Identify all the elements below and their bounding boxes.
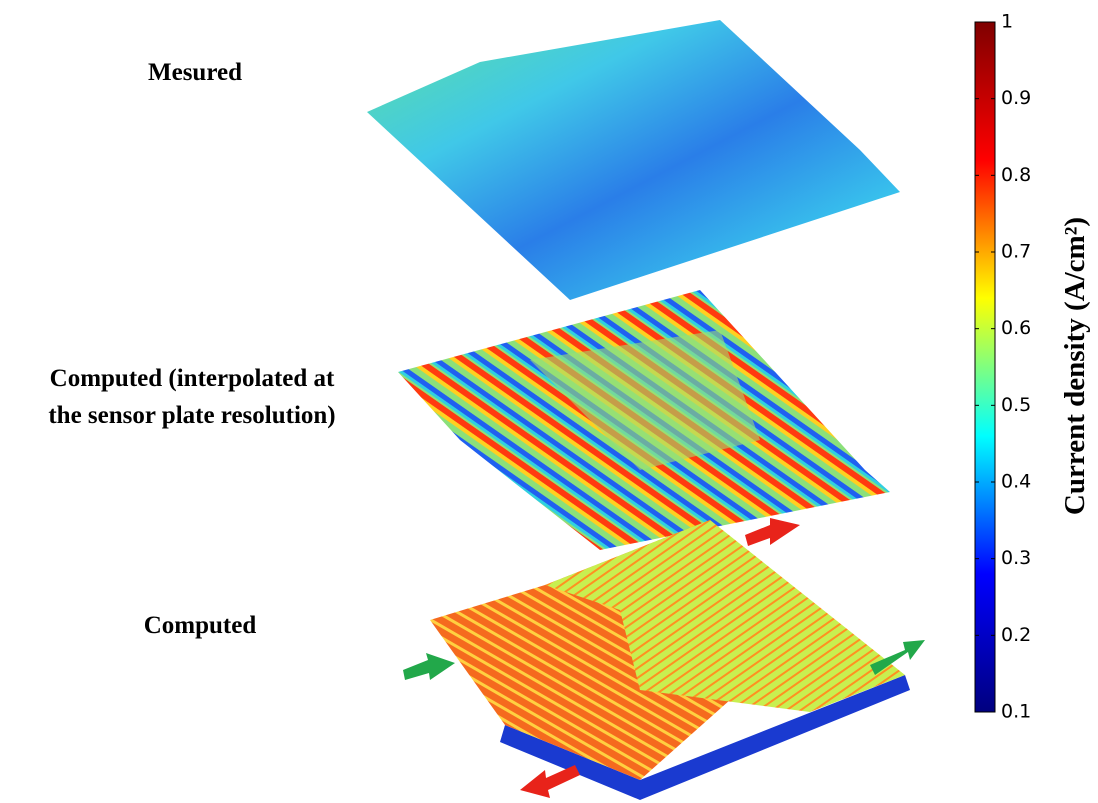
y-tick-label: 0.9 — [1001, 87, 1031, 109]
y-tick-label: 0.2 — [1001, 624, 1031, 646]
surface-interpolated — [398, 290, 890, 550]
y-tick-label: 0.7 — [1001, 241, 1031, 263]
arrows — [403, 518, 925, 798]
panel-label: Computed (interpolated at — [50, 365, 335, 392]
y-tick-label: 0.5 — [1001, 394, 1031, 416]
panel-label: Mesured — [148, 59, 242, 86]
y-tick-label: 0.3 — [1001, 547, 1031, 569]
y-tick-label: 0.4 — [1001, 471, 1031, 493]
panel-label: the sensor plate resolution) — [48, 402, 335, 429]
colorbar — [974, 21, 996, 713]
y-tick-label: 1 — [1001, 11, 1013, 33]
colorbar-label: Current density (A/cm²) — [1059, 217, 1091, 515]
surface-computed — [430, 520, 910, 800]
y-tick-label: 0.6 — [1001, 317, 1031, 339]
surface-measured — [367, 20, 900, 300]
y-tick-label: 0.8 — [1001, 164, 1031, 186]
y-tick-label: 0.1 — [1001, 701, 1031, 723]
panel-label: Computed — [144, 612, 257, 639]
